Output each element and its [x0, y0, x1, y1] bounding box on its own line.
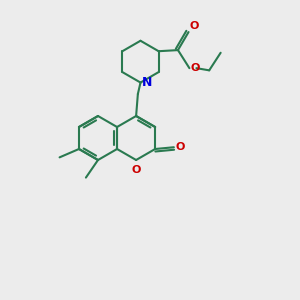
Text: N: N	[142, 76, 152, 89]
Text: O: O	[190, 21, 199, 31]
Text: O: O	[190, 63, 200, 73]
Text: O: O	[176, 142, 185, 152]
Text: O: O	[131, 165, 141, 175]
